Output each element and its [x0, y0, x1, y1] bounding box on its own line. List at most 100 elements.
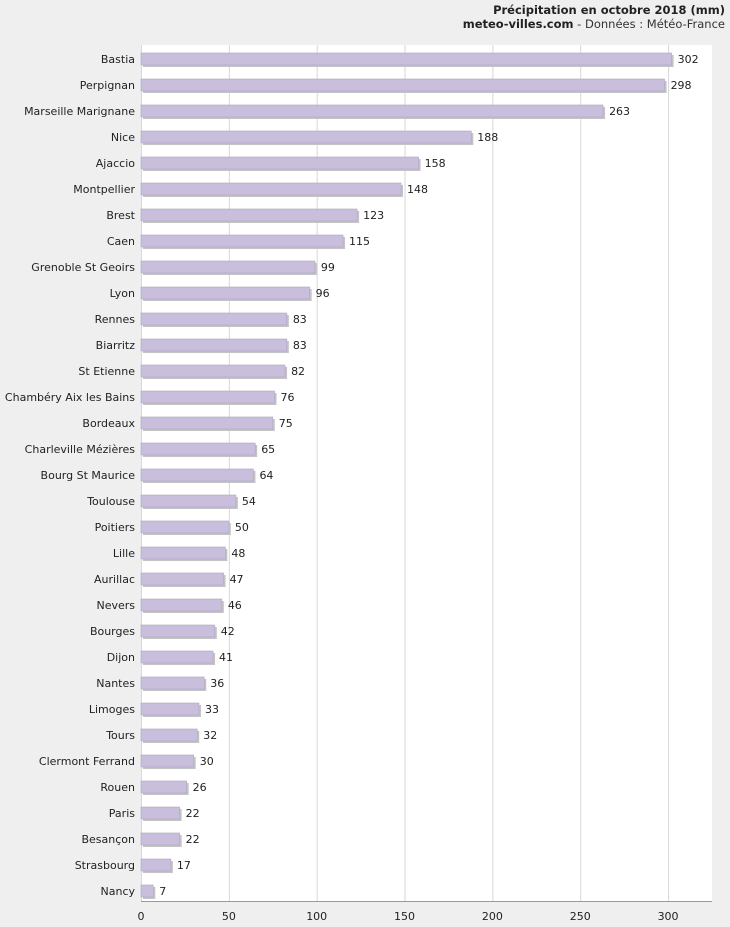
bar [140, 624, 216, 638]
x-tick-label: 300 [658, 910, 679, 923]
value-label: 99 [321, 261, 335, 274]
x-tick-label: 150 [394, 910, 415, 923]
category-label: St Etienne [78, 365, 135, 378]
bar [140, 390, 275, 404]
bar [140, 286, 310, 300]
value-label: 263 [609, 105, 630, 118]
value-label: 17 [177, 859, 191, 872]
bar [140, 780, 187, 794]
bar [140, 442, 256, 456]
bar [140, 338, 288, 352]
bar [140, 182, 402, 196]
value-label: 22 [186, 807, 200, 820]
chart-source: meteo-villes.com - Données : Météo-Franc… [463, 17, 725, 31]
bar [140, 806, 180, 820]
bar [140, 364, 286, 378]
value-label: 76 [281, 391, 295, 404]
value-label: 64 [259, 469, 273, 482]
value-label: 32 [203, 729, 217, 742]
chart-title: Précipitation en octobre 2018 (mm) [493, 3, 725, 17]
category-label: Besançon [81, 833, 135, 846]
value-label: 33 [205, 703, 219, 716]
bar [140, 520, 230, 534]
category-label: Grenoble St Geoirs [31, 261, 135, 274]
value-label: 26 [193, 781, 207, 794]
value-label: 96 [316, 287, 330, 300]
category-label: Rouen [100, 781, 135, 794]
category-label: Bordeaux [82, 417, 135, 430]
bar [140, 312, 288, 326]
x-tick-label: 50 [222, 910, 236, 923]
value-label: 65 [261, 443, 275, 456]
bar [140, 702, 200, 716]
category-label: Poitiers [95, 521, 136, 534]
value-label: 83 [293, 313, 307, 326]
bar [140, 260, 316, 274]
value-label: 48 [231, 547, 245, 560]
category-label: Nancy [101, 885, 136, 898]
category-label: Aurillac [94, 573, 135, 586]
category-label: Nice [111, 131, 135, 144]
value-label: 75 [279, 417, 293, 430]
value-label: 41 [219, 651, 233, 664]
x-tick-label: 250 [570, 910, 591, 923]
value-label: 47 [230, 573, 244, 586]
category-label: Montpellier [73, 183, 135, 196]
category-label: Strasbourg [75, 859, 135, 872]
bar [140, 598, 223, 612]
category-label: Marseille Marignane [24, 105, 135, 118]
value-label: 82 [291, 365, 305, 378]
bar [140, 884, 154, 898]
bar [140, 104, 604, 118]
source-credit: - Données : Météo-France [573, 17, 725, 31]
value-label: 42 [221, 625, 235, 638]
bar [140, 728, 198, 742]
category-label: Bourges [90, 625, 135, 638]
value-label: 158 [425, 157, 446, 170]
value-label: 298 [671, 79, 692, 92]
value-label: 7 [159, 885, 166, 898]
value-label: 22 [186, 833, 200, 846]
value-label: 188 [477, 131, 498, 144]
category-label: Biarritz [96, 339, 136, 352]
bar [140, 52, 672, 66]
value-label: 50 [235, 521, 249, 534]
bar [140, 676, 205, 690]
category-label: Lyon [110, 287, 135, 300]
category-label: Nevers [96, 599, 135, 612]
bar [140, 546, 226, 560]
bar [140, 416, 274, 430]
value-label: 36 [210, 677, 224, 690]
bar [140, 156, 419, 170]
value-label: 302 [678, 53, 699, 66]
bar [140, 650, 214, 664]
category-label: Ajaccio [96, 157, 135, 170]
bar [140, 754, 195, 768]
bar [140, 832, 180, 846]
category-label: Bastia [101, 53, 135, 66]
value-label: 123 [363, 209, 384, 222]
bar [140, 572, 224, 586]
category-label: Limoges [89, 703, 135, 716]
category-label: Rennes [95, 313, 136, 326]
category-label: Toulouse [86, 495, 135, 508]
x-tick-label: 0 [138, 910, 145, 923]
category-label: Bourg St Maurice [41, 469, 136, 482]
value-label: 148 [407, 183, 428, 196]
value-label: 115 [349, 235, 370, 248]
category-label: Paris [109, 807, 135, 820]
value-label: 54 [242, 495, 256, 508]
bar [140, 468, 254, 482]
bar [140, 494, 237, 508]
category-label: Brest [106, 209, 135, 222]
bar [140, 234, 344, 248]
value-label: 30 [200, 755, 214, 768]
value-label: 46 [228, 599, 242, 612]
source-site: meteo-villes.com [462, 17, 574, 31]
category-label: Clermont Ferrand [39, 755, 135, 768]
bar [140, 78, 665, 92]
category-label: Dijon [107, 651, 135, 664]
value-label: 83 [293, 339, 307, 352]
